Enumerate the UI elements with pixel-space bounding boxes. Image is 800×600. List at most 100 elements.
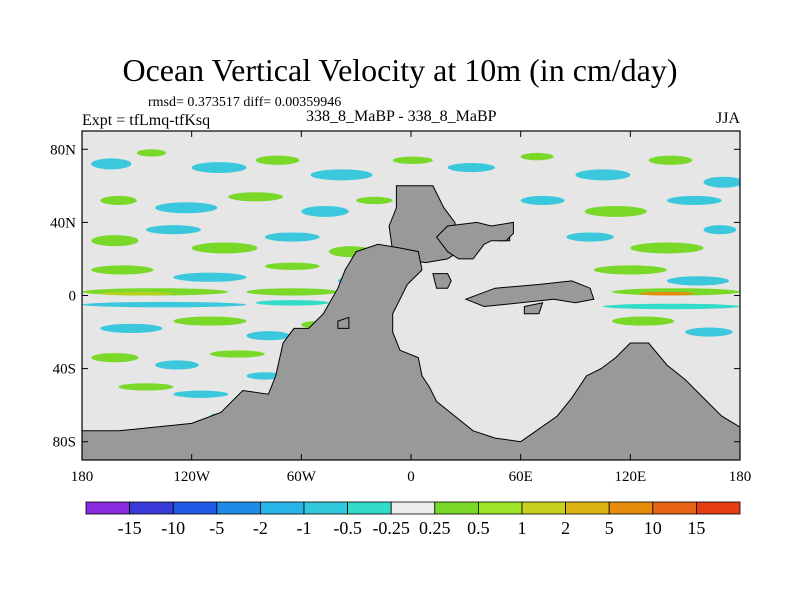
velocity-patch-9	[648, 155, 693, 165]
velocity-patch-43	[246, 331, 291, 341]
land-small-west-island	[337, 316, 350, 329]
colorbar-box-13	[652, 501, 697, 515]
colorbar-label-1: -10	[161, 518, 185, 538]
land-africa-island	[432, 273, 452, 289]
colorbar-label-6: -0.25	[372, 518, 410, 538]
land-americas-big	[82, 243, 740, 460]
colorbar-label-8: 0.5	[467, 518, 490, 538]
velocity-patch-11	[100, 195, 137, 206]
colorbar-label-9: 1	[518, 518, 527, 538]
velocity-patch-14	[301, 205, 349, 217]
colorbar-box-0	[85, 501, 130, 515]
velocity-patch-13	[228, 192, 284, 202]
colorbar-box-2	[172, 501, 218, 515]
velocity-patch-40	[602, 303, 740, 310]
colorbar-box-3	[216, 501, 261, 515]
velocity-patch-1	[136, 149, 167, 157]
x-tick-label-4: 60E	[509, 469, 533, 485]
velocity-patch-22	[264, 232, 320, 242]
x-tick-label-3: 0	[407, 469, 415, 485]
velocity-patch-42	[173, 316, 247, 326]
velocity-patch-47	[91, 353, 139, 363]
velocity-patch-5	[392, 156, 433, 164]
colorbar-label-4: -1	[297, 518, 312, 538]
x-tick-label-0: 180	[71, 469, 94, 485]
colorbar-box-7	[390, 501, 436, 515]
velocity-patch-37	[639, 291, 695, 296]
colorbar-box-9	[477, 501, 523, 515]
land-east-islands	[523, 302, 544, 315]
colorbar-box-8	[434, 501, 479, 515]
x-tick-label-2: 60W	[287, 469, 317, 485]
velocity-patch-41	[100, 323, 163, 333]
velocity-patch-45	[612, 316, 675, 326]
velocity-patch-24	[566, 232, 614, 242]
velocity-patch-15	[356, 196, 393, 205]
velocity-patch-29	[264, 262, 320, 270]
colorbar-label-11: 5	[605, 518, 614, 538]
velocity-patch-34	[100, 291, 174, 296]
velocity-patch-17	[584, 205, 647, 217]
colorbar-label-12: 10	[644, 518, 662, 538]
y-tick-label-2: 0	[69, 289, 77, 305]
stats-label: rmsd= 0.373517 diff= 0.00359946	[148, 95, 342, 110]
velocity-patch-31	[593, 265, 667, 275]
colorbar-label-10: 2	[561, 518, 570, 538]
velocity-patch-51	[118, 383, 174, 391]
colorbar-label-2: -5	[209, 518, 224, 538]
velocity-patch-48	[155, 360, 199, 370]
velocity-patch-16	[520, 195, 565, 206]
velocity-patch-18	[666, 195, 722, 206]
chart-title: Ocean Vertical Velocity at 10m (in cm/da…	[122, 52, 678, 88]
velocity-patch-19	[91, 235, 139, 247]
velocity-patch-50	[246, 372, 284, 380]
land-masks	[82, 185, 740, 460]
velocity-patch-2	[191, 162, 247, 174]
velocity-patch-7	[520, 152, 554, 161]
velocity-patch-26	[703, 225, 737, 235]
velocity-patch-0	[91, 158, 132, 170]
velocity-patch-27	[91, 265, 154, 275]
colorbar: -15 -10 -5 -2 -1 -0.5 -0.25 0.25 0.5 1 2 5 10 15	[85, 501, 741, 538]
colorbar-label-5: -0.5	[333, 518, 362, 538]
velocity-patch-28	[173, 272, 247, 282]
y-tick-label-3: 40S	[53, 362, 76, 378]
x-tick-label-5: 120E	[614, 469, 646, 485]
colorbar-box-1	[129, 501, 174, 515]
colorbar-label-3: -2	[253, 518, 268, 538]
colorbar-box-12	[608, 501, 654, 515]
velocity-patch-21	[191, 242, 258, 254]
velocity-patch-39	[255, 300, 329, 306]
y-tick-label-0: 80N	[50, 142, 76, 158]
velocity-patch-46	[685, 327, 733, 337]
y-tick-label-1: 40N	[50, 215, 76, 231]
velocity-patch-35	[246, 288, 338, 296]
colorbar-label-13: 15	[687, 518, 705, 538]
colorbar-box-4	[259, 501, 305, 515]
colorbar-box-14	[696, 501, 741, 515]
y-tick-label-4: 80S	[53, 435, 76, 451]
velocity-patch-4	[310, 169, 373, 181]
colorbar-label-7: 0.25	[419, 518, 451, 538]
colorbar-box-11	[565, 501, 610, 515]
velocity-patch-12	[155, 202, 218, 214]
velocity-patch-32	[666, 276, 730, 286]
season-label: JJA	[716, 110, 741, 127]
velocity-patch-49	[209, 350, 265, 358]
x-tick-label-6: 180	[729, 469, 752, 485]
subtitle-label: 338_8_MaBP - 338_8_MaBP	[306, 108, 497, 125]
velocity-patch-10	[703, 176, 740, 188]
velocity-patch-25	[630, 242, 704, 254]
experiment-label: Expt = tfLmq-tfKsq	[82, 112, 211, 129]
land-peninsula-east	[464, 280, 595, 308]
land-eurasia-block	[435, 221, 514, 260]
velocity-patch-52	[173, 390, 229, 398]
velocity-patch-20	[145, 225, 201, 235]
colorbar-box-10	[521, 501, 566, 515]
colorbar-label-0: -15	[118, 518, 142, 538]
x-tick-label-1: 120W	[173, 469, 211, 485]
colorbar-box-6	[347, 501, 392, 515]
velocity-patch-3	[255, 155, 300, 165]
velocity-patch-38	[82, 301, 247, 308]
